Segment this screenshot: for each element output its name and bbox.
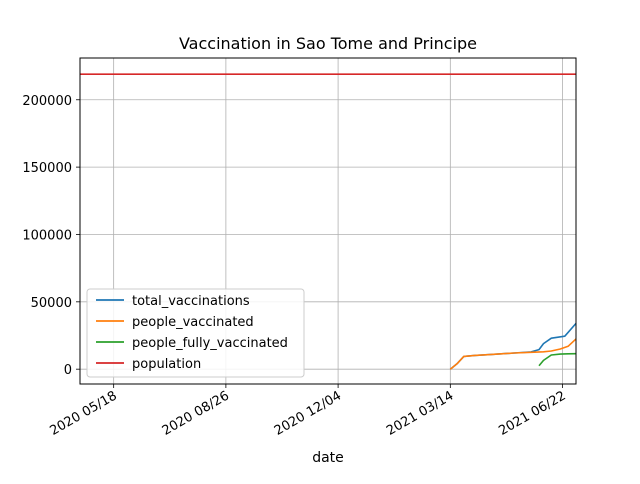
y-tick-label: 0 bbox=[64, 363, 72, 378]
legend-label: population bbox=[132, 357, 201, 372]
legend-label: people_fully_vaccinated bbox=[132, 336, 288, 351]
y-tick-label: 200000 bbox=[22, 94, 72, 109]
series-layer bbox=[80, 73, 577, 370]
series-line-people-fully-vaccinated bbox=[538, 352, 577, 367]
legend-box bbox=[86, 288, 305, 378]
legend-label: total_vaccinations bbox=[132, 294, 250, 309]
y-axis: 0 50000 100000 150000 200000 bbox=[22, 94, 80, 378]
y-tick-label: 150000 bbox=[22, 161, 72, 176]
x-axis-label: date bbox=[312, 450, 344, 466]
legend: total_vaccinations people_vaccinatedpeopl… bbox=[86, 288, 305, 378]
y-tick-label: 50000 bbox=[31, 296, 72, 311]
series-line-people-vaccinated bbox=[449, 338, 577, 370]
chart-title: Vaccination in Sao Tome and Principe bbox=[179, 34, 477, 53]
y-tick-label: 100000 bbox=[22, 228, 72, 243]
plot-frame bbox=[79, 57, 577, 385]
legend-label: people_vaccinated bbox=[132, 315, 254, 330]
